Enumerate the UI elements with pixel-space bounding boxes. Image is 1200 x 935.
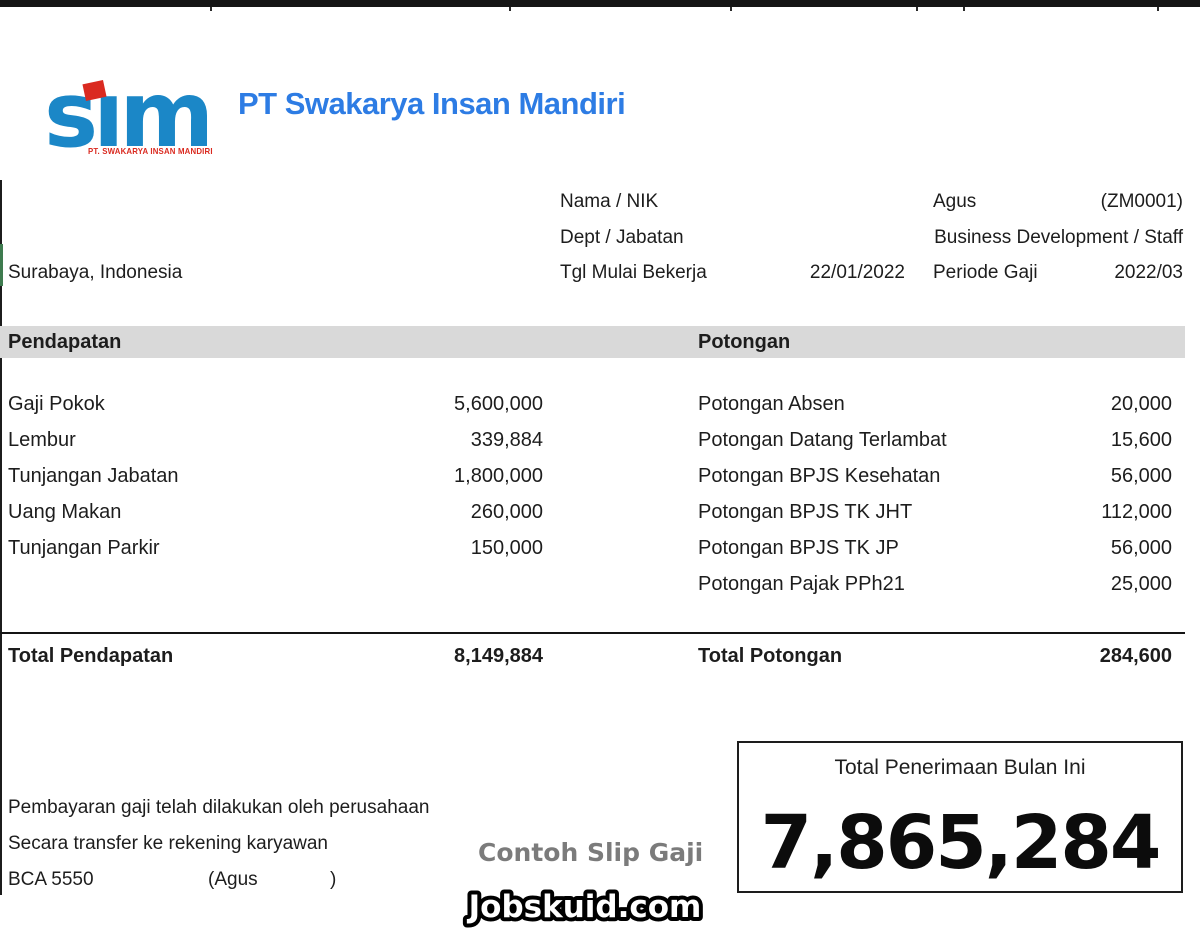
total-deductions-row: Total Potongan 284,600 xyxy=(698,641,1172,671)
page-title: PT Swakarya Insan Mandiri xyxy=(238,86,626,121)
left-edge-green-marker xyxy=(0,244,3,286)
total-earnings-amount: 8,149,884 xyxy=(454,644,543,667)
earning-amount: 150,000 xyxy=(470,536,543,559)
bank-account: BCA 5550 xyxy=(8,869,94,890)
logo-caption: PT. SWAKARYA INSAN MANDIRI xyxy=(88,146,213,156)
earning-label: Lembur xyxy=(8,428,76,451)
period-label: Periode Gaji xyxy=(933,262,1038,283)
employee-name: Agus xyxy=(933,191,977,212)
deductions-section-title: Potongan xyxy=(698,331,791,353)
earnings-row: Uang Makan 260,000 xyxy=(8,494,543,530)
earning-label: Gaji Pokok xyxy=(8,392,105,415)
deduction-amount: 56,000 xyxy=(1110,536,1172,559)
salary-period: 2022/03 xyxy=(1114,262,1183,283)
net-pay-box: Total Penerimaan Bulan Ini 7,865,284 xyxy=(737,741,1183,893)
earnings-section-title: Pendapatan xyxy=(8,331,122,353)
deduction-label: Potongan Absen xyxy=(698,392,845,415)
deductions-row: Potongan Pajak PPh21 25,000 xyxy=(698,566,1172,602)
deduction-label: Potongan BPJS TK JHT xyxy=(698,500,913,523)
payment-note-line1: Pembayaran gaji telah dilakukan oleh per… xyxy=(8,797,430,818)
earnings-list: Gaji Pokok 5,600,000 Lembur 339,884 Tunj… xyxy=(8,386,543,566)
employee-dept: Business Development / Staff xyxy=(934,227,1183,248)
total-earnings-row: Total Pendapatan 8,149,884 xyxy=(8,641,543,671)
company-logo: sım xyxy=(44,63,214,168)
earning-label: Tunjangan Jabatan xyxy=(8,464,179,487)
column-tick xyxy=(210,7,212,11)
start-date-label: Tgl Mulai Bekerja xyxy=(560,262,707,283)
deduction-amount: 25,000 xyxy=(1110,572,1172,595)
earning-amount: 5,600,000 xyxy=(454,392,543,415)
deductions-list: Potongan Absen 20,000 Potongan Datang Te… xyxy=(698,386,1172,602)
column-tick xyxy=(963,7,965,11)
column-tick xyxy=(730,7,732,11)
top-border xyxy=(0,0,1200,7)
earnings-row: Lembur 339,884 xyxy=(8,422,543,458)
employee-nik: (ZM0001) xyxy=(1100,191,1183,212)
earnings-row: Tunjangan Jabatan 1,800,000 xyxy=(8,458,543,494)
total-earnings-label: Total Pendapatan xyxy=(8,644,174,667)
total-deductions-label: Total Potongan xyxy=(698,644,843,667)
employee-start-date: 22/01/2022 xyxy=(809,262,905,283)
site-watermark: Jobskuid.com xyxy=(463,885,706,929)
earning-amount: 260,000 xyxy=(470,500,543,523)
dept-label: Dept / Jabatan xyxy=(560,227,684,248)
sample-watermark: Contoh Slip Gaji xyxy=(478,838,704,867)
deduction-label: Potongan BPJS Kesehatan xyxy=(698,464,941,487)
deduction-label: Potongan Datang Terlambat xyxy=(698,428,947,451)
column-tick xyxy=(916,7,918,11)
column-tick xyxy=(1157,7,1159,11)
deductions-row: Potongan BPJS TK JP 56,000 xyxy=(698,530,1172,566)
site-watermark-text: Jobskuid.com xyxy=(467,889,702,925)
deduction-amount: 15,600 xyxy=(1110,428,1172,451)
left-border xyxy=(0,180,2,895)
deduction-amount: 20,000 xyxy=(1110,392,1172,415)
total-deductions-amount: 284,600 xyxy=(1099,644,1172,667)
deduction-amount: 56,000 xyxy=(1110,464,1172,487)
earning-amount: 1,800,000 xyxy=(454,464,543,487)
net-pay-amount: 7,865,284 xyxy=(760,800,1162,886)
account-holder-name: (Agus xyxy=(208,869,258,890)
earning-label: Uang Makan xyxy=(8,500,122,523)
earning-amount: 339,884 xyxy=(470,428,543,451)
section-header-band xyxy=(0,326,1185,358)
deduction-label: Potongan BPJS TK JP xyxy=(698,536,899,559)
account-holder-paren: ) xyxy=(330,869,337,890)
payment-note-line2: Secara transfer ke rekening karyawan xyxy=(8,833,328,854)
deductions-row: Potongan Absen 20,000 xyxy=(698,386,1172,422)
earnings-row: Gaji Pokok 5,600,000 xyxy=(8,386,543,422)
deductions-row: Potongan BPJS Kesehatan 56,000 xyxy=(698,458,1172,494)
deduction-label: Potongan Pajak PPh21 xyxy=(698,572,905,595)
earning-label: Tunjangan Parkir xyxy=(8,536,160,559)
company-location: Surabaya, Indonesia xyxy=(8,262,183,283)
name-nik-label: Nama / NIK xyxy=(560,191,659,212)
column-tick xyxy=(509,7,511,11)
net-pay-label: Total Penerimaan Bulan Ini xyxy=(834,756,1086,779)
earnings-row: Tunjangan Parkir 150,000 xyxy=(8,530,543,566)
totals-divider xyxy=(0,632,1185,634)
deduction-amount: 112,000 xyxy=(1101,500,1172,523)
deductions-row: Potongan Datang Terlambat 15,600 xyxy=(698,422,1172,458)
deductions-row: Potongan BPJS TK JHT 112,000 xyxy=(698,494,1172,530)
